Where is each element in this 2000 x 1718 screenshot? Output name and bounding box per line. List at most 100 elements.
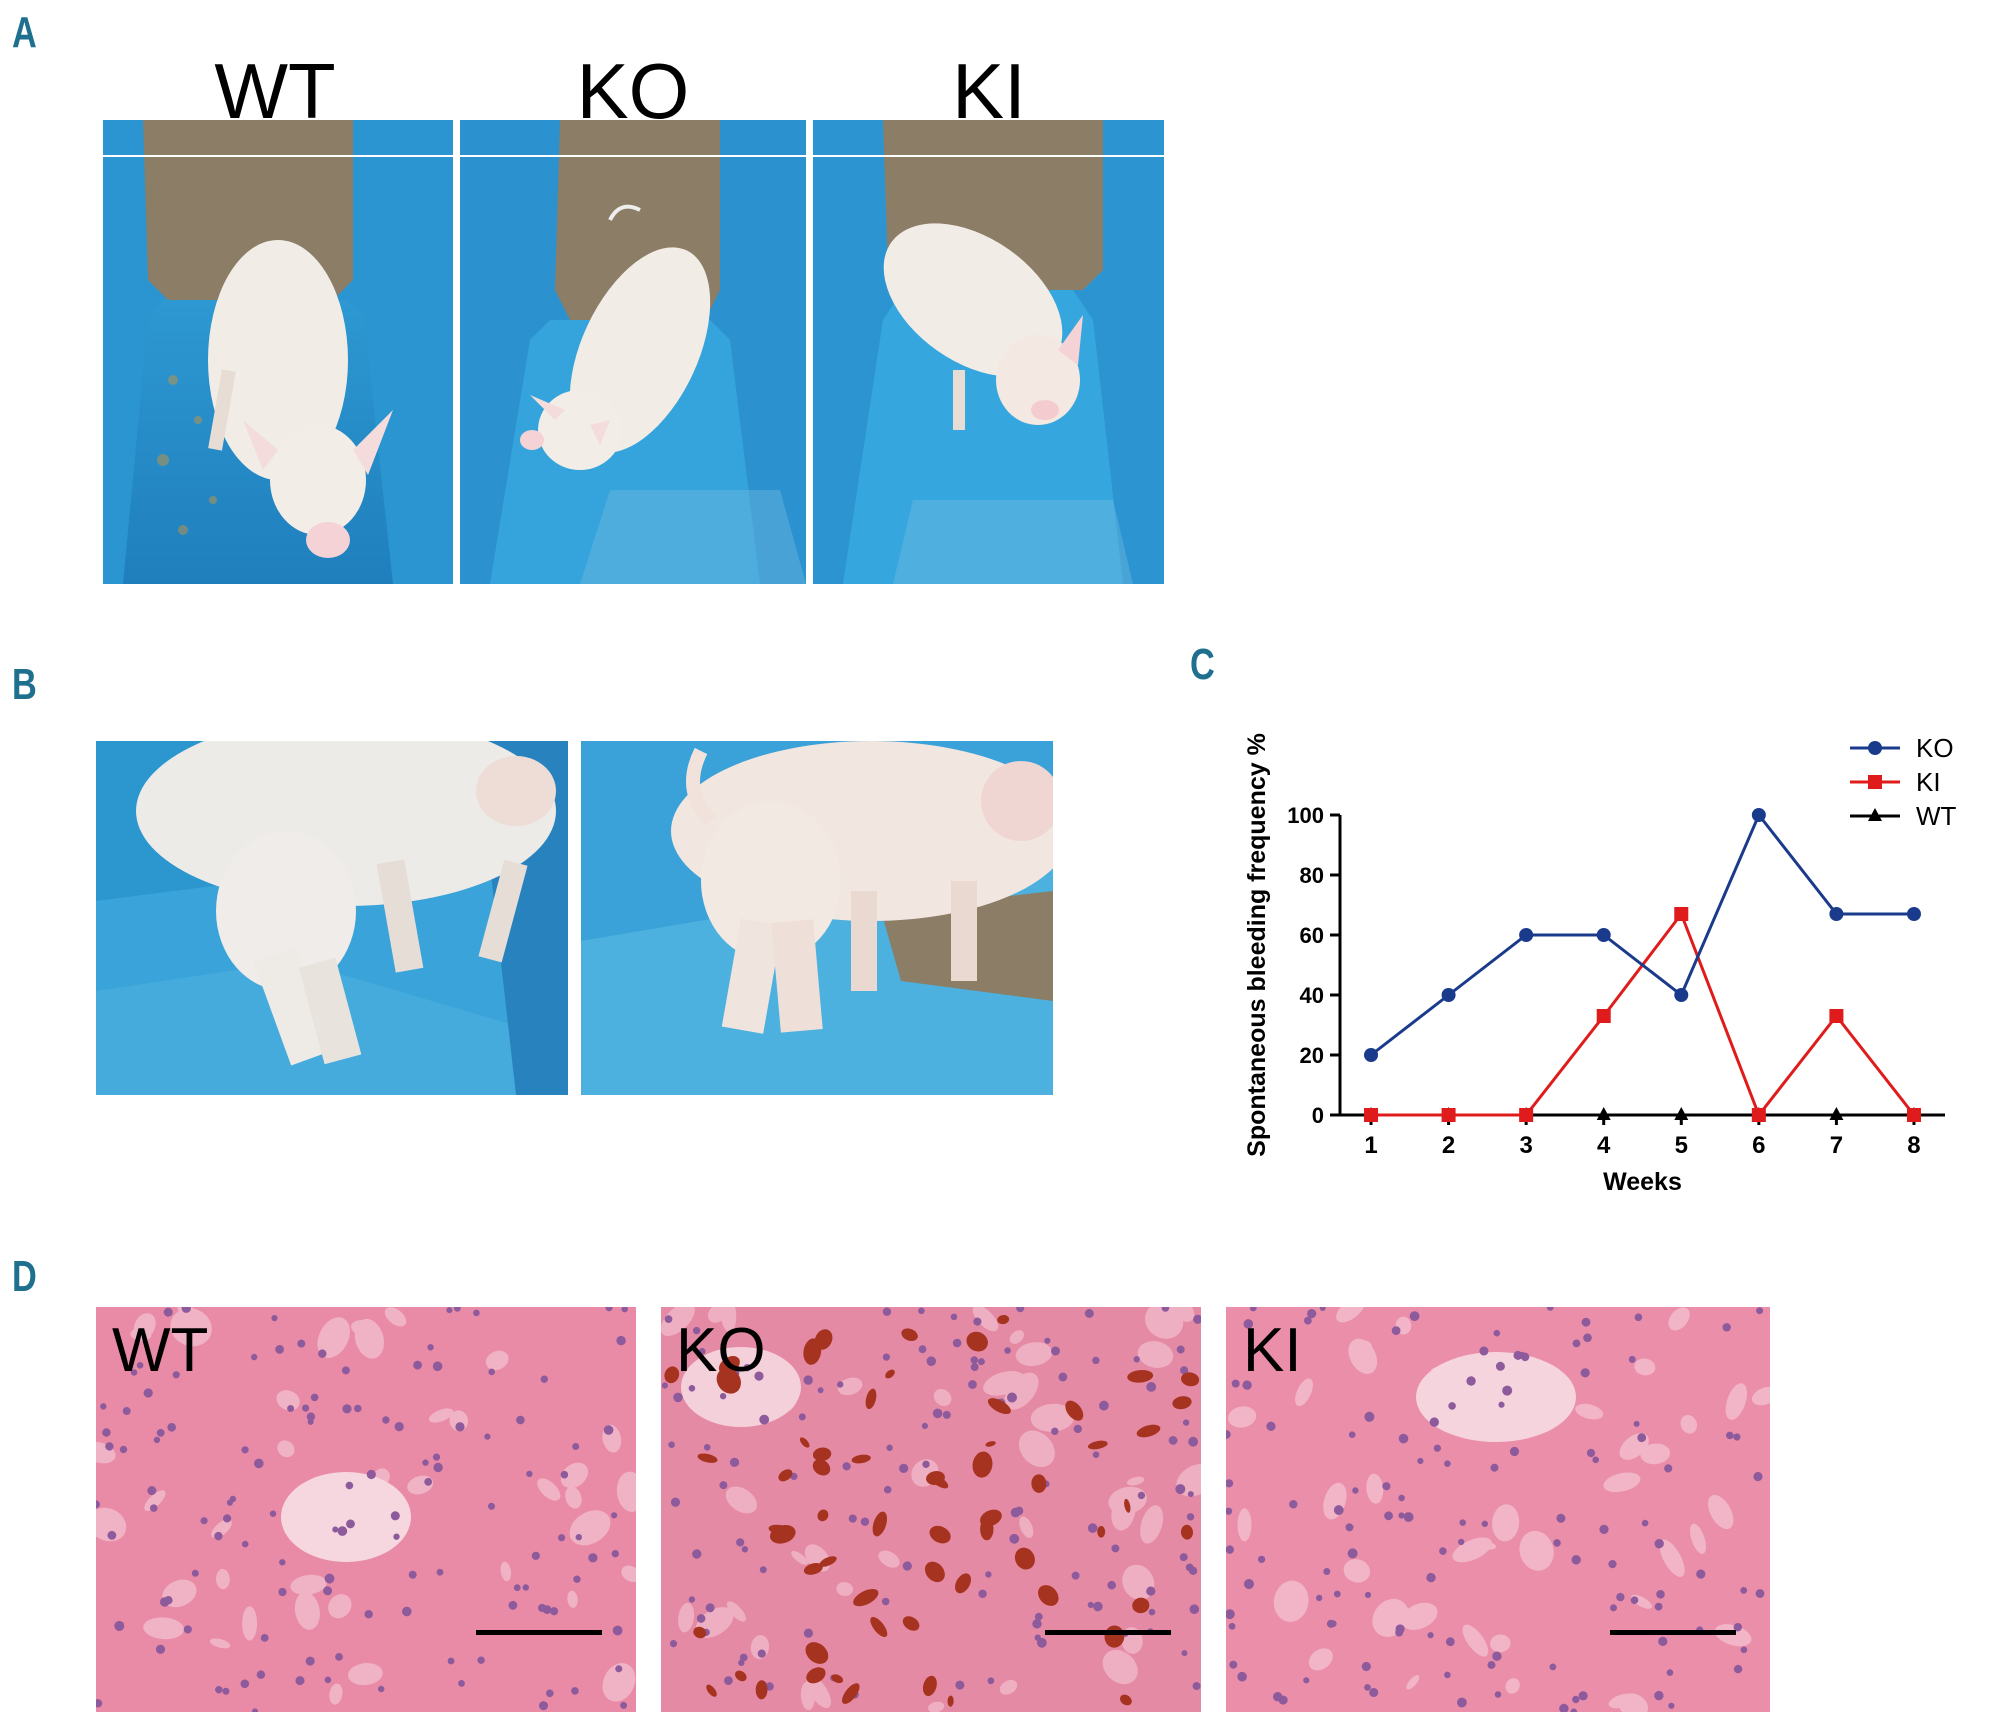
tissue-texture [1273, 1580, 1309, 1622]
tissue-texture [256, 1670, 266, 1679]
tissue-texture [1172, 1396, 1192, 1410]
series-ki-point [1674, 907, 1689, 921]
tissue-texture [181, 1307, 192, 1313]
panel-letter-b: B [12, 660, 37, 709]
tissue-texture [254, 1458, 264, 1469]
tissue-texture [337, 1526, 348, 1536]
chart-legend: KO KI WT [1850, 733, 1957, 831]
tissue-texture [1725, 1383, 1747, 1420]
tissue-texture [1004, 1347, 1011, 1354]
tissue-texture [279, 1559, 286, 1566]
tissue-texture [432, 1453, 441, 1461]
tissue-texture [508, 1600, 518, 1610]
tissue-texture [985, 1571, 992, 1578]
tissue-texture [1182, 1419, 1190, 1426]
tissue-texture [1044, 1337, 1051, 1344]
tissue-texture [1572, 1339, 1581, 1348]
tissue-texture [215, 1686, 223, 1694]
tissue-texture [1179, 1366, 1189, 1375]
tissue-texture [1107, 1580, 1116, 1590]
tissue-texture [1018, 1430, 1055, 1468]
tissue-texture [987, 1677, 995, 1685]
tissue-texture [1680, 1415, 1698, 1434]
tissue-texture [294, 1592, 320, 1630]
tissue-texture [1398, 1433, 1409, 1444]
tissue-texture [719, 1392, 727, 1400]
tissue-texture [1009, 1533, 1020, 1544]
tissue-texture [1722, 1323, 1731, 1332]
tissue-texture [985, 1441, 996, 1447]
tissue-texture [1038, 1585, 1059, 1606]
tissue-texture [664, 1315, 673, 1324]
tissue-texture [209, 1638, 231, 1649]
tissue-texture [1097, 1526, 1106, 1538]
tissue-texture [1120, 1694, 1132, 1706]
tissue-texture [817, 1509, 829, 1522]
tissue-texture [1490, 1634, 1511, 1653]
tissue-texture [1634, 1358, 1656, 1376]
series-ki-point [1829, 1009, 1844, 1023]
tissue-texture [670, 1497, 681, 1507]
tissue-texture [172, 1371, 180, 1379]
tissue-texture [1452, 1537, 1492, 1563]
series-ko-point [1441, 988, 1456, 1002]
tissue-texture [1575, 1403, 1604, 1420]
tissue-texture [1492, 1651, 1502, 1661]
tissue-texture [332, 1526, 339, 1533]
legend-label-ko: KO [1916, 733, 1954, 763]
tissue-texture [477, 1656, 485, 1664]
tissue-texture [872, 1511, 887, 1537]
tissue-texture [1426, 1572, 1436, 1583]
tissue-texture [1266, 1421, 1276, 1431]
tissue-texture [323, 1586, 333, 1596]
tissue-texture [1226, 1545, 1234, 1554]
tissue-texture [226, 1499, 233, 1506]
tissue-texture [726, 1601, 747, 1622]
tissue-texture [729, 1457, 740, 1467]
tissue-texture [1641, 1519, 1649, 1527]
tissue-texture [147, 1486, 157, 1496]
tissue-texture [1618, 1693, 1649, 1712]
tissue-texture [759, 1414, 770, 1425]
tissue-texture [1006, 1392, 1017, 1403]
tissue-texture [933, 1388, 952, 1407]
tissue-texture [719, 1481, 728, 1490]
tissue-texture [955, 1573, 971, 1594]
tissue-texture [114, 1620, 125, 1631]
tissue-texture [488, 1368, 496, 1376]
tissue-texture [484, 1433, 491, 1440]
tissue-texture [765, 1682, 774, 1691]
tissue-texture [870, 1616, 888, 1638]
tissue-texture [928, 1701, 945, 1712]
histology-photo-ki [1226, 1307, 1770, 1712]
tissue-texture [324, 1573, 335, 1584]
tissue-texture [705, 1603, 715, 1613]
tissue-texture [346, 1519, 355, 1529]
tissue-texture [1092, 1451, 1100, 1459]
tissue-texture [572, 1443, 580, 1450]
tissue-texture [1176, 1345, 1185, 1354]
tissue-texture [735, 1670, 747, 1682]
tissue-texture [96, 1500, 100, 1509]
tissue-texture [102, 1428, 111, 1437]
tissue-texture [382, 1416, 390, 1424]
tissue-texture [978, 1589, 987, 1598]
tissue-texture [1433, 1444, 1441, 1452]
tissue-texture [1493, 1329, 1501, 1337]
tissue-texture [1323, 1568, 1331, 1575]
tissue-texture [1382, 1482, 1391, 1491]
series-ko [1364, 808, 1921, 1062]
legend-entry-ko: KO [1850, 733, 1954, 763]
tissue-texture [1658, 1636, 1668, 1646]
tissue-texture [1084, 1308, 1094, 1318]
tissue-texture [1689, 1523, 1707, 1554]
tissue-texture [620, 1701, 628, 1709]
tissue-texture [1583, 1333, 1592, 1343]
tissue-texture [1553, 1539, 1561, 1547]
series-ki-point [1906, 1108, 1921, 1122]
tissue-texture [269, 1510, 277, 1517]
panel-letter-d: D [12, 1252, 37, 1301]
tissue-texture [836, 1381, 844, 1388]
tissue-texture [164, 1596, 173, 1605]
tissue-texture [542, 1605, 552, 1615]
